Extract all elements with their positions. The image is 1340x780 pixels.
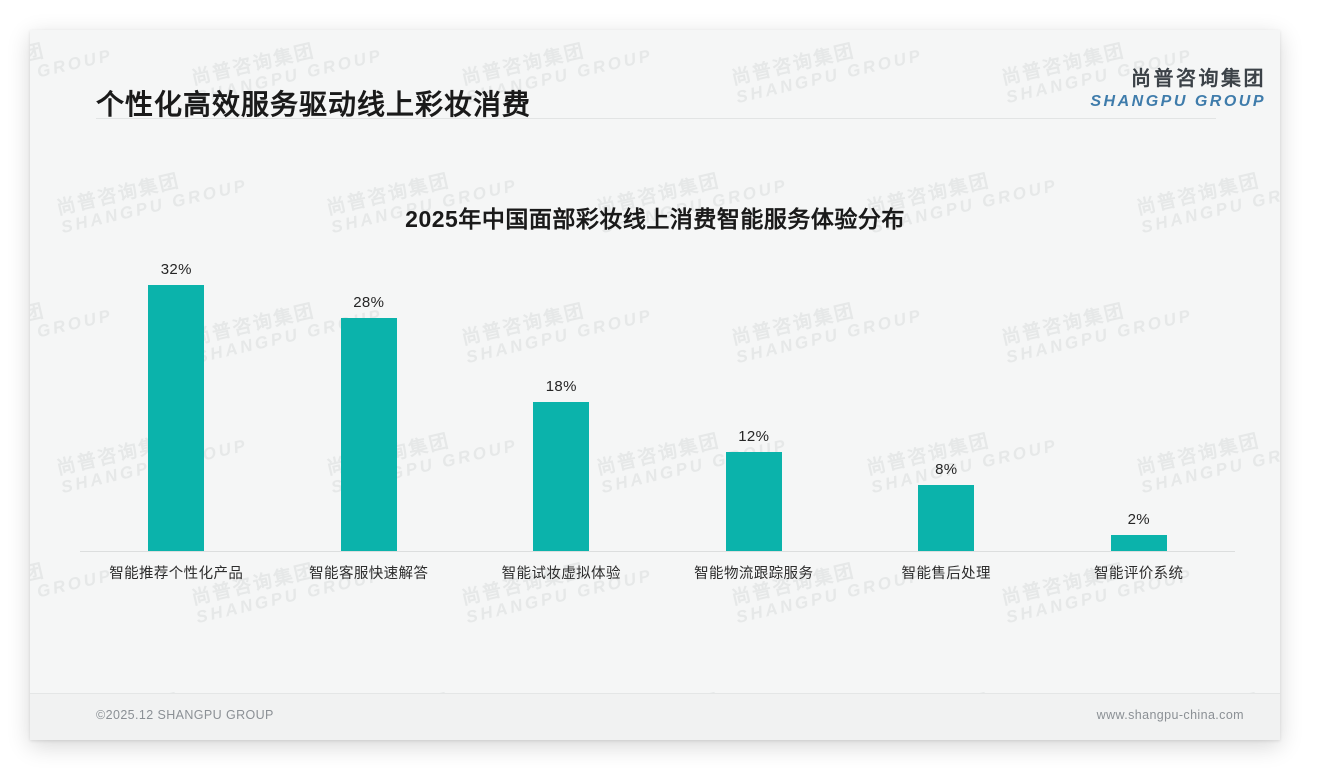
bar-value-label: 12% bbox=[738, 428, 770, 445]
category-label: 智能推荐个性化产品 bbox=[109, 566, 244, 582]
category-label: 智能售后处理 bbox=[901, 566, 991, 582]
bar-value-label: 8% bbox=[935, 461, 958, 478]
bar-group: 18% bbox=[465, 260, 657, 552]
bar[interactable] bbox=[340, 318, 397, 552]
website-url: www.shangpu-china.com bbox=[1096, 708, 1244, 722]
category-label: 智能评价系统 bbox=[1094, 566, 1184, 582]
header-divider bbox=[96, 118, 1216, 119]
bar-group: 32% bbox=[80, 260, 272, 552]
logo-chinese-text: 尚普咨询集团 bbox=[1131, 68, 1266, 90]
copyright-text: ©2025.12 SHANGPU GROUP bbox=[96, 708, 274, 722]
bar[interactable] bbox=[148, 285, 205, 552]
bar[interactable] bbox=[918, 485, 975, 552]
category-label: 智能试妆虚拟体验 bbox=[501, 566, 621, 582]
bar-group: 12% bbox=[658, 260, 850, 552]
bar-value-label: 32% bbox=[160, 261, 192, 278]
category-label: 智能客服快速解答 bbox=[309, 566, 429, 582]
bar-group: 2% bbox=[1043, 260, 1235, 552]
bar[interactable] bbox=[1110, 535, 1167, 552]
x-axis-line bbox=[80, 551, 1235, 552]
logo-english-text: SHANGPU GROUP bbox=[1090, 93, 1266, 110]
slide-footer: ©2025.12 SHANGPU GROUP www.shangpu-china… bbox=[30, 693, 1280, 740]
category-label: 智能物流跟踪服务 bbox=[694, 566, 814, 582]
chart-title: 2025年中国面部彩妆线上消费智能服务体验分布 bbox=[405, 206, 905, 232]
page-title: 个性化高效服务驱动线上彩妆消费 bbox=[96, 89, 532, 120]
bar[interactable] bbox=[725, 452, 782, 552]
bar-chart-plot-area: 32% 28% 18% 12% 8% 2% bbox=[80, 260, 1235, 552]
bar[interactable] bbox=[533, 402, 590, 552]
bar-group: 28% bbox=[273, 260, 465, 552]
bar-group: 8% bbox=[850, 260, 1042, 552]
bar-value-label: 28% bbox=[353, 294, 385, 311]
brand-logo: 尚普咨询集团 SHANGPU GROUP bbox=[1090, 62, 1266, 111]
bar-value-label: 2% bbox=[1127, 511, 1150, 528]
bar-value-label: 18% bbox=[545, 378, 577, 395]
x-axis-category-labels: 智能推荐个性化产品 智能客服快速解答 智能试妆虚拟体验 智能物流跟踪服务 智能售后处理 智… bbox=[80, 562, 1235, 592]
slide-header: 个性化高效服务驱动线上彩妆消费 尚普咨询集团 SHANGPU GROUP bbox=[30, 30, 1280, 122]
